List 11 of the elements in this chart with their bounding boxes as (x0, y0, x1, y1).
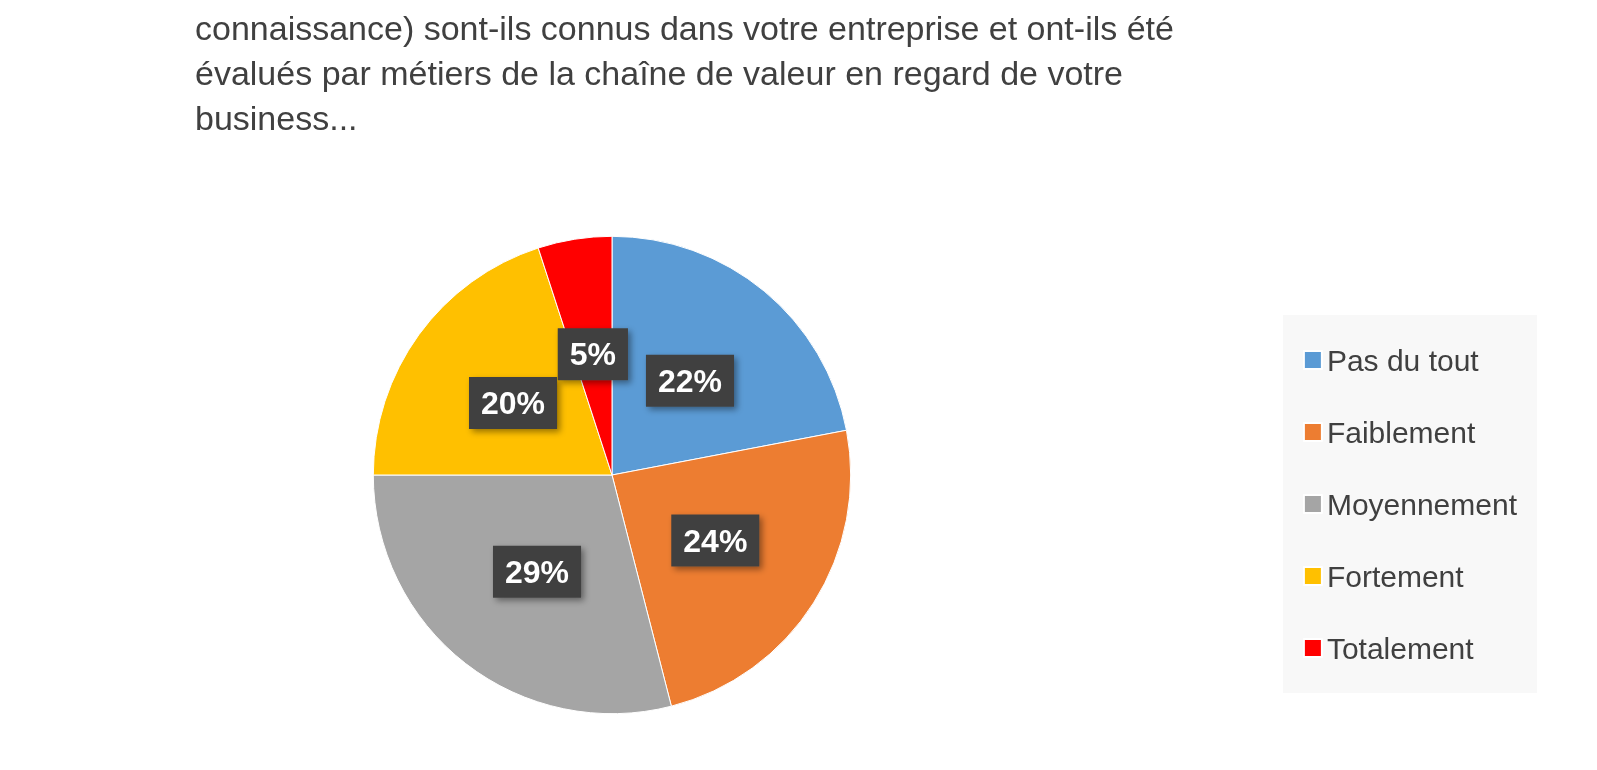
data-label: 24% (683, 522, 748, 559)
legend-label: Pas du tout (1326, 343, 1480, 377)
data-label: 20% (480, 385, 546, 422)
data-label: 22% (657, 362, 723, 399)
legend-label: Moyennement (1326, 487, 1518, 521)
legend-label: Fortement (1326, 559, 1465, 593)
chart-title: connaissance) sont-ils connus dans votre entreprise et ont-ils été évalués par métiers de la chaîne de valeur en regard de votre business... (195, 8, 1184, 137)
data-label: 29% (504, 553, 570, 590)
data-label: 5% (569, 336, 616, 373)
legend-label: Totalement (1326, 631, 1475, 665)
legend-label: Faiblement (1326, 415, 1476, 449)
